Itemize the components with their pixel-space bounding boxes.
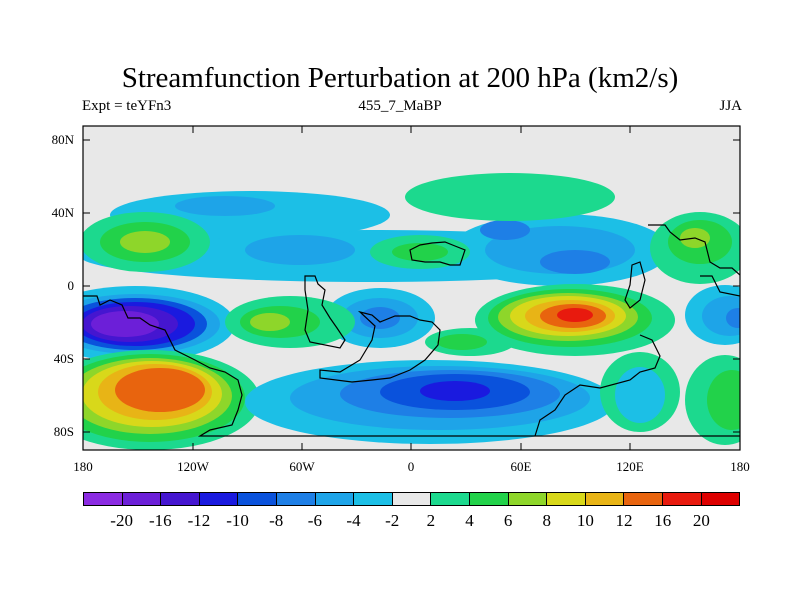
y-label-40n: 40N bbox=[51, 205, 74, 220]
colorbar-swatch bbox=[161, 493, 200, 505]
colorbar-swatch bbox=[354, 493, 393, 505]
colorbar-label: -6 bbox=[307, 511, 322, 530]
x-label-60e: 60E bbox=[510, 459, 532, 474]
colorbar-label: 6 bbox=[503, 511, 513, 530]
colorbar-label: -16 bbox=[148, 511, 172, 530]
colorbar-label: 20 bbox=[692, 511, 710, 530]
colorbar-swatch bbox=[662, 493, 702, 505]
colorbar-label: -12 bbox=[187, 511, 211, 530]
colorbar-swatch bbox=[508, 493, 548, 505]
colorbar bbox=[83, 492, 740, 506]
contour-south-positive bbox=[225, 284, 675, 356]
y-label-0: 0 bbox=[67, 278, 75, 293]
season-label: JJA bbox=[719, 98, 742, 114]
y-label-80s: 80S bbox=[53, 424, 74, 439]
contour-fills bbox=[83, 173, 740, 450]
colorbar-label: 16 bbox=[654, 511, 672, 530]
map-title: Streamfunction Perturbation at 200 hPa (… bbox=[121, 62, 679, 94]
colorbar-label: 10 bbox=[576, 511, 594, 530]
experiment-label: Expt = teYFn3 bbox=[82, 98, 172, 114]
colorbar-label: -8 bbox=[269, 511, 284, 530]
colorbar-label: 4 bbox=[465, 511, 474, 530]
colorbar-label: 2 bbox=[426, 511, 436, 530]
colorbar-swatch bbox=[84, 493, 123, 505]
colorbar-label: 8 bbox=[542, 511, 552, 530]
colorbar-label: 12 bbox=[615, 511, 633, 530]
colorbar-swatch bbox=[547, 493, 586, 505]
colorbar-swatch bbox=[585, 493, 625, 505]
x-label-180-left: 180 bbox=[73, 459, 93, 474]
colorbar-swatch bbox=[199, 493, 239, 505]
y-label-40s: 40S bbox=[53, 351, 74, 366]
colorbar-label: -20 bbox=[110, 511, 133, 530]
run-label: 455_7_MaBP bbox=[358, 98, 442, 114]
colorbar-label: -4 bbox=[346, 511, 361, 530]
colorbar-swatch bbox=[315, 493, 355, 505]
x-label-180-right: 180 bbox=[730, 459, 750, 474]
colorbar-label: -10 bbox=[226, 511, 249, 530]
colorbar-label: -2 bbox=[385, 511, 400, 530]
axis-ticks bbox=[83, 126, 740, 450]
colorbar-swatch bbox=[392, 493, 432, 505]
colorbar-swatch bbox=[701, 493, 740, 505]
colorbar-swatch bbox=[624, 493, 663, 505]
y-label-80n: 80N bbox=[51, 132, 74, 147]
colorbar-swatch bbox=[238, 493, 277, 505]
contour-south-midlat-positive bbox=[83, 350, 740, 450]
x-label-0: 0 bbox=[407, 459, 415, 474]
x-label-120e: 120E bbox=[616, 459, 644, 474]
colorbar-swatch bbox=[469, 493, 509, 505]
colorbar-swatch bbox=[276, 493, 316, 505]
coastlines bbox=[83, 224, 740, 437]
colorbar-swatch bbox=[122, 493, 162, 505]
x-label-120w: 120W bbox=[177, 459, 209, 474]
x-label-60w: 60W bbox=[289, 459, 315, 474]
colorbar-swatch bbox=[431, 493, 470, 505]
